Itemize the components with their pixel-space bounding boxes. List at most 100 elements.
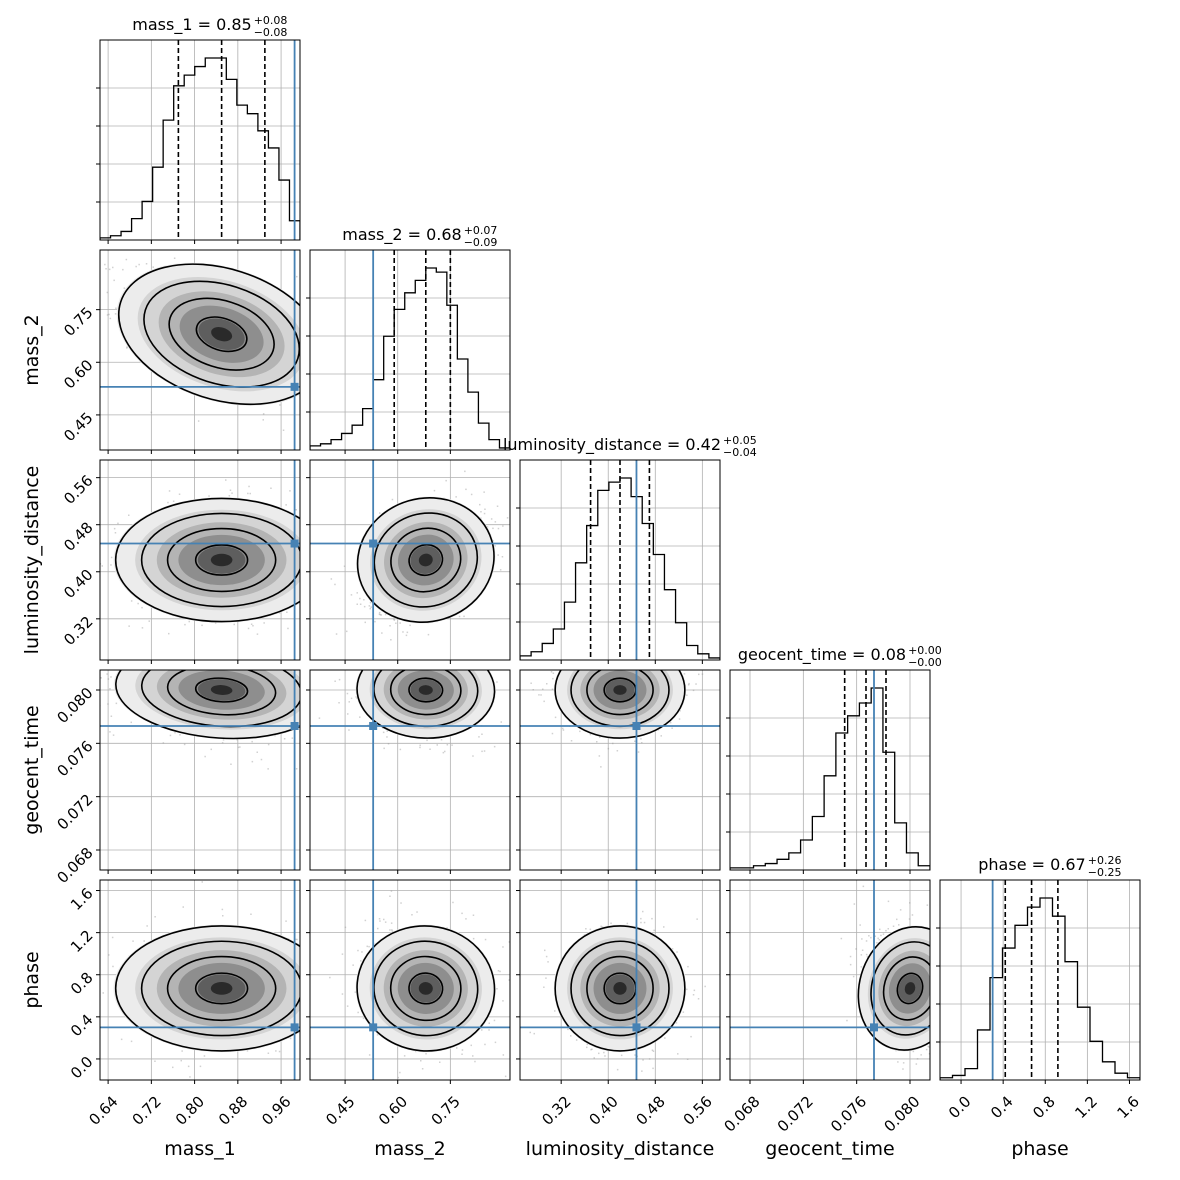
sample-point: [436, 744, 438, 746]
density-level-6: [210, 553, 233, 567]
sample-point: [214, 622, 217, 624]
title-main: mass_1 = 0.85: [132, 15, 251, 35]
sample-point: [138, 263, 140, 266]
sample-point: [493, 745, 496, 748]
sample-point: [100, 677, 102, 679]
sample-point: [497, 554, 499, 556]
density-level-6: [418, 553, 433, 567]
sample-point: [231, 492, 233, 494]
sample-point: [110, 564, 112, 566]
sample-point: [334, 583, 336, 586]
sample-point: [402, 631, 404, 633]
sample-point: [346, 692, 349, 695]
sample-point: [379, 512, 381, 514]
sample-point: [384, 613, 387, 616]
sample-point: [225, 479, 227, 481]
panel-body: [310, 460, 510, 660]
sample-point: [359, 603, 362, 605]
panel-title-luminosity_distance: luminosity_distance = 0.42: [503, 435, 721, 455]
sample-point: [445, 479, 447, 482]
sample-point: [378, 611, 381, 614]
sample-point: [135, 265, 137, 268]
sample-point: [274, 734, 276, 737]
sample-point: [383, 747, 385, 750]
sample-point: [183, 743, 186, 746]
panel-body: [520, 460, 720, 660]
sample-point: [350, 697, 353, 700]
sample-point: [248, 485, 250, 488]
sample-point: [230, 763, 232, 765]
sample-point: [444, 750, 446, 753]
sample-point: [295, 768, 298, 770]
title-main: mass_2 = 0.68: [342, 225, 461, 245]
density-level-6: [211, 327, 233, 342]
sample-point: [480, 511, 482, 513]
panel-body: [100, 460, 300, 660]
sample-point: [483, 491, 485, 493]
title-minus: −0.09: [464, 236, 498, 249]
title-plus: +0.07: [464, 224, 498, 237]
sample-point: [126, 347, 128, 349]
sample-point: [239, 746, 241, 748]
sample-point: [399, 748, 402, 751]
sample-point: [291, 737, 294, 739]
sample-point: [104, 263, 106, 266]
sample-point: [483, 512, 486, 515]
sample-point: [355, 696, 357, 698]
sample-point: [334, 680, 336, 682]
sample-point: [348, 729, 350, 731]
sample-point: [229, 489, 232, 491]
sample-point: [172, 500, 175, 502]
sample-point: [197, 420, 200, 422]
sample-point: [356, 603, 358, 605]
sample-point: [130, 600, 133, 602]
sample-point: [123, 287, 126, 289]
sample-point: [496, 505, 499, 507]
sample-point: [256, 633, 259, 635]
sample-point: [335, 633, 338, 635]
sample-point: [363, 605, 366, 608]
sample-point: [162, 742, 165, 744]
sample-point: [106, 673, 108, 675]
sample-point: [184, 623, 186, 626]
sample-point: [113, 527, 116, 530]
sample-point: [188, 620, 190, 623]
sample-point: [455, 496, 457, 498]
sample-point: [546, 683, 548, 685]
sample-point: [347, 713, 349, 715]
sample-point: [387, 743, 390, 745]
sample-point: [262, 413, 265, 415]
sample-point: [179, 734, 181, 736]
sample-point: [109, 731, 111, 733]
sample-point: [109, 688, 111, 690]
sample-point: [125, 258, 128, 261]
sample-point: [599, 736, 601, 738]
sample-point: [338, 702, 340, 704]
density-level-6: [210, 685, 233, 695]
sample-point: [570, 740, 573, 742]
truth-marker: [290, 722, 299, 730]
contour-2: [140, 512, 300, 608]
sample-point: [395, 622, 397, 624]
sample-point: [267, 768, 269, 770]
sample-point: [128, 625, 130, 627]
sample-point: [497, 527, 500, 530]
sample-point: [359, 597, 361, 600]
panel-body: [520, 670, 720, 870]
sample-point: [463, 615, 465, 618]
histogram-step: [310, 267, 510, 450]
sample-point: [222, 739, 225, 741]
sample-point: [173, 257, 176, 259]
sample-point: [285, 504, 287, 506]
contour-4: [408, 677, 444, 703]
sample-point: [359, 716, 361, 718]
panel-luminosity_distance-hist: luminosity_distance = 0.42 +0.05−0.04: [503, 434, 757, 664]
sample-point: [287, 627, 289, 630]
sample-point: [369, 601, 372, 604]
sample-point: [429, 748, 431, 750]
contour-2: [373, 512, 479, 608]
sample-point: [247, 492, 249, 495]
sample-point: [348, 701, 350, 703]
sample-point: [481, 733, 483, 735]
sample-point: [168, 632, 170, 635]
